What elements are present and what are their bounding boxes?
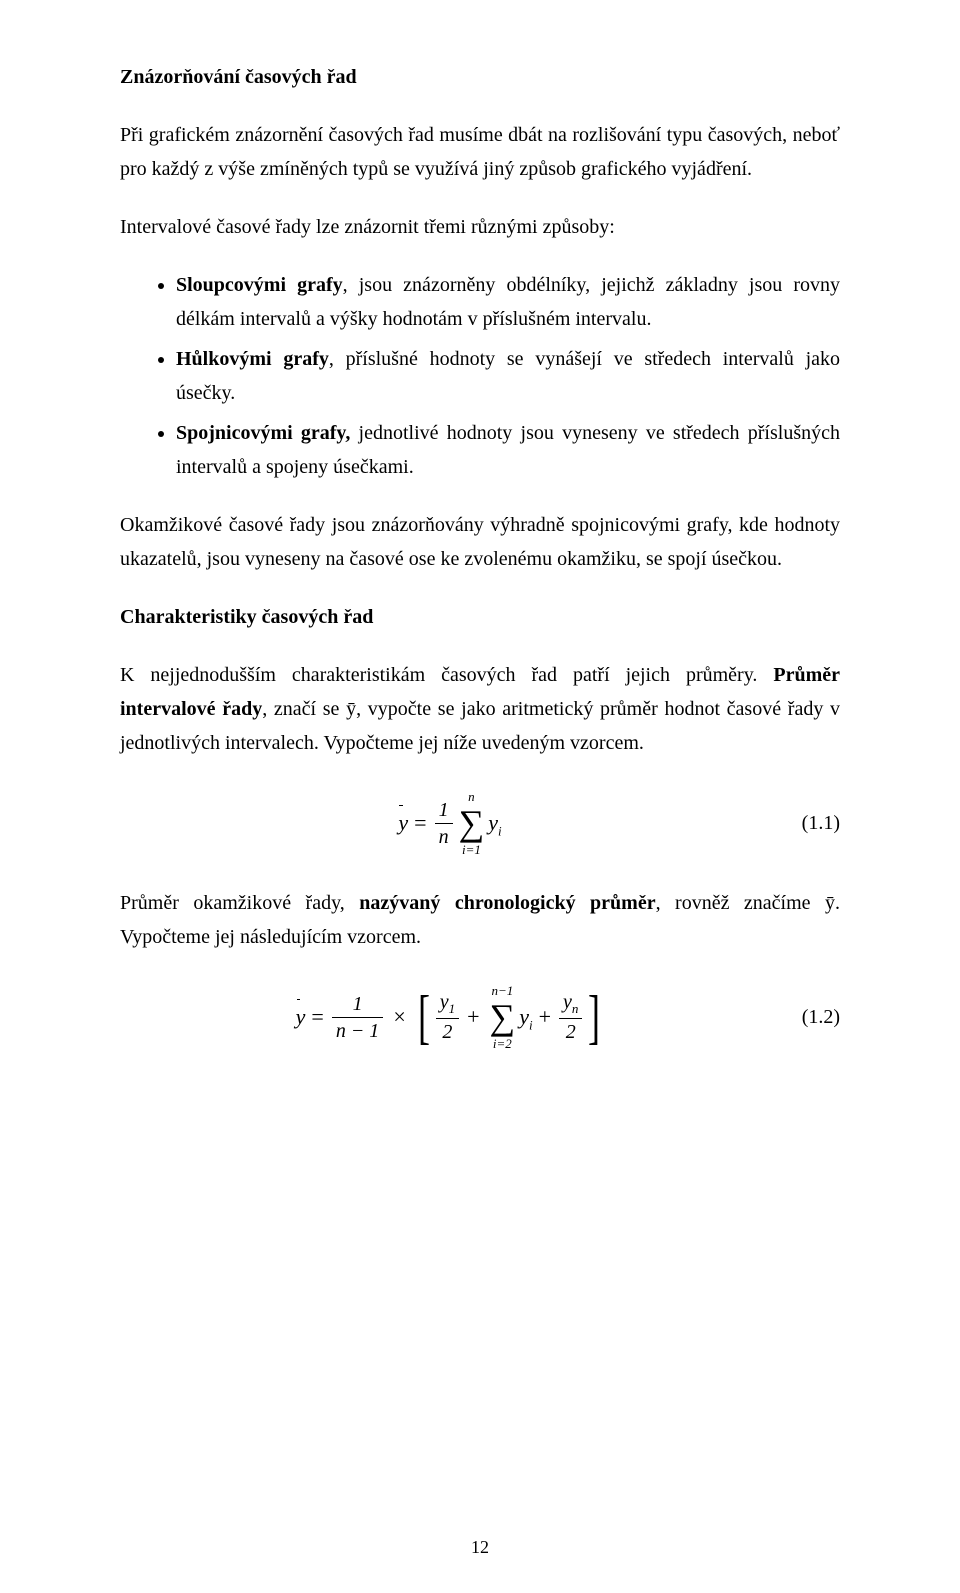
symbol-ybar: y <box>296 998 306 1035</box>
frac-denominator: n <box>435 824 453 849</box>
fraction: 1 n <box>435 798 453 849</box>
sum-upper: n <box>459 790 485 803</box>
sigma-icon: ∑ <box>490 999 516 1035</box>
equation-number: (1.1) <box>780 806 840 840</box>
text-bold: nazývaný chronologický průměr <box>359 892 655 914</box>
paragraph-okamzikove: Okamžikové časové řady jsou znázorňovány… <box>120 508 840 576</box>
sum-upper: n−1 <box>490 984 516 997</box>
frac-denominator: n − 1 <box>332 1018 384 1043</box>
term-base: y <box>488 810 498 835</box>
equals-sign: = <box>414 804 426 841</box>
list-item: Spojnicovými grafy, jednotlivé hodnoty j… <box>176 416 840 484</box>
plus-sign: + <box>539 998 551 1035</box>
term-subscript: i <box>529 1017 533 1032</box>
text-run: Průměr okamžikové řady, <box>120 892 359 914</box>
paragraph-avg-interval: K nejjednodušším charakteristikám časový… <box>120 658 840 760</box>
page-number: 12 <box>0 1532 960 1563</box>
right-bracket-icon: ] <box>588 987 600 1047</box>
frac-denominator: 2 <box>436 1019 459 1044</box>
frac-denominator: 2 <box>559 1019 582 1044</box>
text-run: K nejjednodušším charakteristikám časový… <box>120 664 773 686</box>
bullet-term: Spojnicovými grafy, <box>176 422 359 444</box>
equation-body: y = 1 n n ∑ i=1 yi <box>398 790 501 856</box>
num-base: y <box>563 991 572 1013</box>
heading-display: Znázorňování časových řad <box>120 60 840 94</box>
plus-sign: + <box>467 998 479 1035</box>
summation: n ∑ i=1 <box>459 790 485 856</box>
symbol-ybar: y <box>398 804 408 841</box>
equation-number: (1.2) <box>780 1000 840 1034</box>
term-y: yi <box>488 804 501 842</box>
summation: n−1 ∑ i=2 <box>490 984 516 1050</box>
fraction: yn 2 <box>559 990 582 1044</box>
num-sub: n <box>572 1001 579 1016</box>
times-sign: × <box>393 998 405 1035</box>
frac-numerator: yn <box>559 990 582 1019</box>
fraction: 1 n − 1 <box>332 992 384 1043</box>
paragraph-interval-intro: Intervalové časové řady lze znázornit tř… <box>120 210 840 244</box>
fraction: y1 2 <box>436 990 459 1044</box>
equals-sign: = <box>311 998 323 1035</box>
equation-body: y = 1 n − 1 × [ y1 2 + n−1 ∑ <box>296 984 605 1050</box>
term-y: yi <box>519 998 532 1036</box>
heading-characteristics: Charakteristiky časových řad <box>120 600 840 634</box>
left-bracket-icon: [ <box>418 987 430 1047</box>
list-item: Sloupcovými grafy, jsou znázorněny obdél… <box>176 268 840 336</box>
page: Znázorňování časových řad Při grafickém … <box>0 0 960 1593</box>
paragraph-avg-okamzik: Průměr okamžikové řady, nazývaný chronol… <box>120 886 840 954</box>
sigma-icon: ∑ <box>459 805 485 841</box>
bullet-list: Sloupcovými grafy, jsou znázorněny obdél… <box>120 268 840 484</box>
num-sub: 1 <box>449 1001 456 1016</box>
list-item: Hůlkovými grafy, příslušné hodnoty se vy… <box>176 342 840 410</box>
term-base: y <box>519 1004 529 1029</box>
bullet-term: Sloupcovými grafy <box>176 274 343 296</box>
frac-numerator: 1 <box>435 798 453 824</box>
term-subscript: i <box>498 823 502 838</box>
frac-numerator: 1 <box>332 992 384 1018</box>
sum-lower: i=2 <box>490 1037 516 1050</box>
frac-numerator: y1 <box>436 990 459 1019</box>
bullet-term: Hůlkovými grafy <box>176 348 329 370</box>
equation-1: y = 1 n n ∑ i=1 yi (1.1) <box>120 790 840 856</box>
equation-2: y = 1 n − 1 × [ y1 2 + n−1 ∑ <box>120 984 840 1050</box>
paragraph-intro: Při grafickém znázornění časových řad mu… <box>120 118 840 186</box>
sum-lower: i=1 <box>459 843 485 856</box>
num-base: y <box>440 991 449 1013</box>
